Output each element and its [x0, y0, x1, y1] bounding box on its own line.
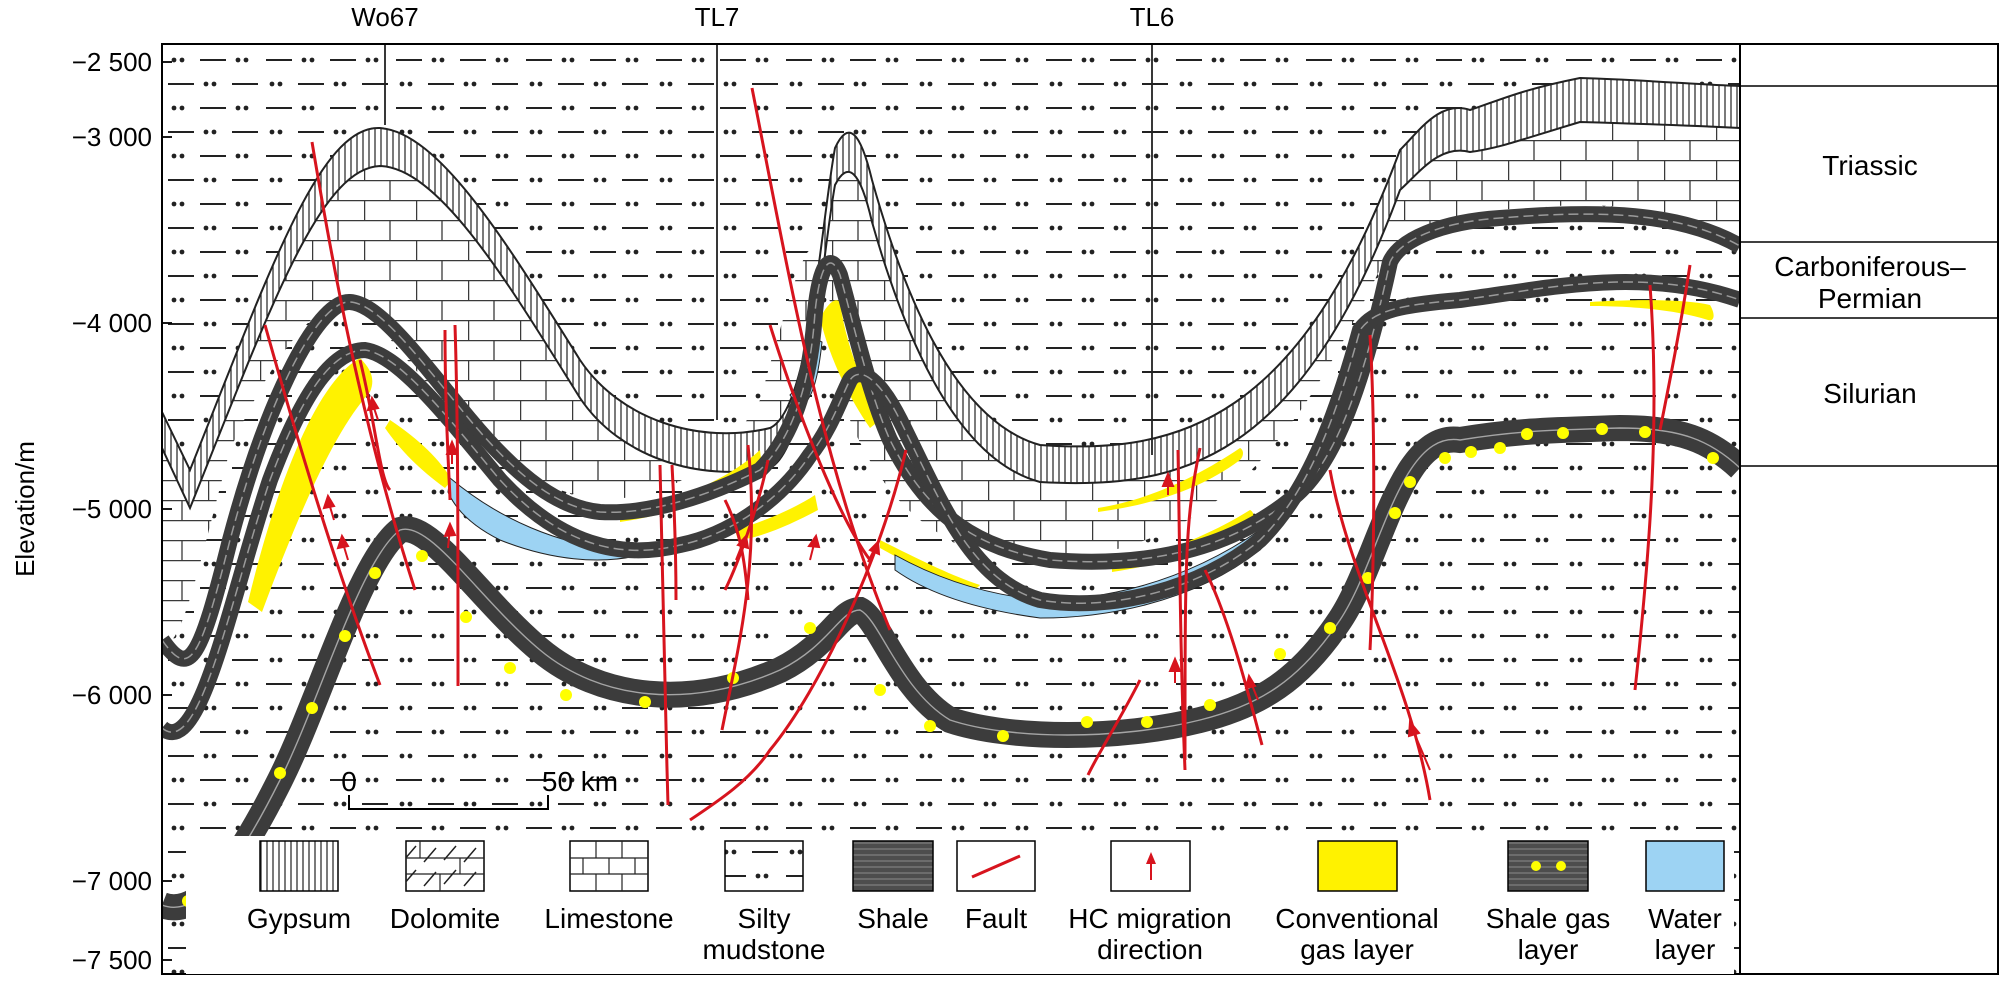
legend-label-water-layer: layer [1655, 934, 1716, 965]
faults [263, 87, 1692, 822]
legend-label-shale-gas: Shale gas [1486, 903, 1611, 934]
y-tick-4000: −4 000 [72, 308, 152, 338]
section-body [162, 44, 1740, 974]
scale-bar [348, 795, 549, 810]
legend-label-gas-layer: gas layer [1300, 934, 1414, 965]
legend-swatch-shale-gas [1507, 840, 1589, 892]
legend-swatch-gypsum [259, 840, 339, 892]
legend-label-shale-gas-layer: layer [1518, 934, 1579, 965]
legend-label-direction: direction [1097, 934, 1203, 965]
stratigraphy-column [1739, 43, 1999, 975]
y-tick-2500: −2 500 [72, 47, 152, 77]
legend-label-water: Water [1648, 903, 1722, 934]
y-axis-label: Elevation/m [10, 441, 40, 577]
legend-swatch-shale [852, 840, 934, 892]
legend-label-dolomite: Dolomite [390, 903, 500, 934]
legend-swatch-silty-mudstone [724, 840, 804, 892]
y-axis-ticks [162, 61, 172, 961]
stratum-carboniferous: Carboniferous– [1774, 251, 1966, 282]
well-label-wo67: Wo67 [351, 2, 418, 32]
well-label-tl7: TL7 [695, 2, 740, 32]
legend: Gypsum Dolomite Limestone Silty mudstone… [186, 836, 1734, 974]
legend-label-hc-migration: HC migration [1068, 903, 1231, 934]
hc-migration-arrows [322, 395, 1431, 771]
scale-bar-end: 50 km [542, 766, 618, 797]
legend-label-fault: Fault [965, 903, 1027, 934]
legend-label-conventional: Conventional [1275, 903, 1438, 934]
y-tick-6000: −6 000 [72, 680, 152, 710]
scale-bar-start: 0 [341, 766, 357, 797]
legend-label-shale: Shale [857, 903, 929, 934]
conventional-gas-deposits [248, 300, 1714, 612]
legend-label-gypsum: Gypsum [247, 903, 351, 934]
stratum-silurian: Silurian [1823, 378, 1916, 409]
stratum-permian: Permian [1818, 283, 1922, 314]
stratum-triassic: Triassic [1822, 150, 1917, 181]
legend-label-mudstone: mudstone [703, 934, 826, 965]
well-label-tl6: TL6 [1130, 2, 1175, 32]
legend-swatch-water [1645, 840, 1725, 892]
y-tick-3000: −3 000 [72, 122, 152, 152]
wells [384, 44, 1153, 455]
y-tick-7500: −7 500 [72, 945, 152, 975]
y-tick-7000: −7 000 [72, 866, 152, 896]
y-tick-5000: −5 000 [72, 494, 152, 524]
legend-label-limestone: Limestone [544, 903, 673, 934]
legend-swatch-dolomite [406, 841, 484, 891]
legend-label-silty: Silty [738, 903, 791, 934]
legend-swatch-conventional-gas [1317, 840, 1398, 892]
